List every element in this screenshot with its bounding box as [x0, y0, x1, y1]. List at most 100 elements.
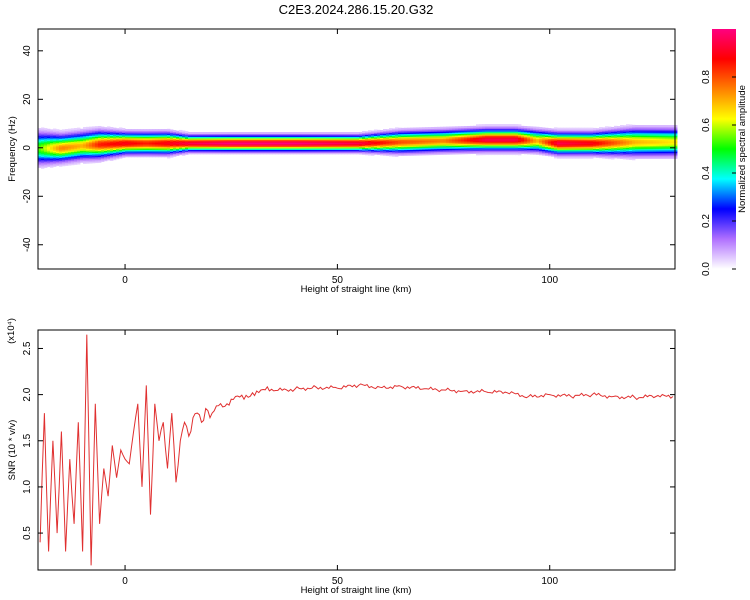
heatmap-cell	[62, 151, 66, 154]
heatmap-cell	[605, 148, 609, 151]
heatmap-cell	[536, 138, 540, 141]
heatmap-cell	[71, 141, 75, 144]
heatmap-cell	[41, 127, 45, 130]
heatmap-cell	[626, 147, 630, 150]
heatmap-cell	[512, 135, 516, 138]
heatmap-cell	[86, 128, 90, 131]
heatmap-cell	[506, 131, 510, 134]
heatmap-cell	[404, 145, 408, 148]
heatmap-cell	[605, 140, 609, 143]
heatmap-cell	[470, 131, 474, 134]
heatmap-cell	[500, 132, 504, 135]
heatmap-cell	[71, 145, 75, 148]
heatmap-cell	[59, 160, 63, 163]
heatmap-cell	[269, 133, 273, 136]
heatmap-cell	[518, 141, 522, 144]
heatmap-cell	[125, 153, 129, 156]
heatmap-cell	[668, 145, 672, 148]
heatmap-cell	[233, 146, 237, 149]
heatmap-cell	[179, 134, 183, 137]
heatmap-cell	[47, 130, 51, 133]
heatmap-cell	[278, 150, 282, 153]
heatmap-cell	[320, 142, 324, 145]
heatmap-cell	[209, 149, 213, 152]
heatmap-cell	[317, 150, 321, 153]
heatmap-cell	[512, 129, 516, 132]
heatmap-cell	[131, 139, 135, 142]
heatmap-cell	[584, 129, 588, 132]
heatmap-cell	[638, 155, 642, 158]
heatmap-cell	[590, 152, 594, 155]
heatmap-cell	[53, 143, 57, 146]
heatmap-cell	[56, 133, 60, 136]
heatmap-cell	[71, 157, 75, 160]
heatmap-cell	[77, 142, 81, 145]
heatmap-cell	[626, 154, 630, 157]
heatmap-cell	[251, 146, 255, 149]
heatmap-cell	[308, 148, 312, 150]
heatmap-cell	[140, 137, 144, 140]
heatmap-cell	[95, 134, 99, 137]
heatmap-cell	[389, 151, 393, 154]
heatmap-cell	[86, 160, 90, 163]
heatmap-cell	[377, 141, 381, 144]
heatmap-cell	[506, 144, 510, 147]
heatmap-cell	[662, 142, 666, 145]
heatmap-cell	[605, 139, 609, 142]
heatmap-cell	[68, 160, 72, 163]
heatmap-cell	[110, 156, 114, 159]
heatmap-cell	[413, 153, 417, 156]
heatmap-cell	[92, 136, 96, 139]
heatmap-cell	[497, 147, 501, 150]
heatmap-cell	[623, 134, 627, 137]
heatmap-cell	[122, 129, 126, 132]
heatmap-cell	[47, 160, 51, 163]
heatmap-cell	[167, 131, 171, 134]
heatmap-cell	[317, 132, 321, 134]
heatmap-cell	[425, 133, 429, 135]
heatmap-cell	[440, 126, 444, 129]
heatmap-cell	[221, 143, 225, 146]
heatmap-cell	[674, 136, 678, 139]
heatmap-cell	[116, 150, 120, 153]
heatmap-cell	[293, 140, 297, 143]
heatmap-cell	[650, 127, 654, 130]
heatmap-cell	[266, 143, 270, 146]
heatmap-cell	[59, 150, 63, 153]
heatmap-cell	[74, 146, 78, 149]
heatmap-cell	[260, 152, 264, 155]
heatmap-cell	[653, 157, 657, 159]
heatmap-cell	[257, 148, 261, 150]
heatmap-cell	[563, 142, 567, 145]
heatmap-cell	[275, 134, 279, 137]
heatmap-cell	[257, 145, 261, 148]
heatmap-cell	[155, 142, 159, 145]
heatmap-cell	[446, 144, 450, 146]
heatmap-cell	[437, 142, 441, 145]
heatmap-cell	[176, 152, 180, 155]
heatmap-cell	[62, 158, 66, 161]
heatmap-cell	[578, 145, 582, 148]
heatmap-cell	[422, 137, 426, 140]
heatmap-cell	[641, 157, 645, 159]
heatmap-cell	[515, 148, 519, 151]
heatmap-cell	[56, 139, 60, 142]
heatmap-cell	[296, 150, 300, 153]
heatmap-cell	[362, 135, 366, 138]
heatmap-cell	[575, 155, 579, 158]
heatmap-cell	[227, 143, 231, 146]
heatmap-cell	[596, 147, 600, 150]
heatmap-cell	[608, 126, 612, 129]
heatmap-cell	[281, 134, 285, 137]
heatmap-cell	[590, 143, 594, 146]
heatmap-cell	[608, 157, 612, 160]
heatmap-cell	[440, 151, 444, 154]
heatmap-cell	[443, 142, 447, 145]
heatmap-cell	[245, 136, 249, 139]
heatmap-cell	[644, 154, 648, 157]
heatmap-cell	[65, 162, 69, 165]
heatmap-cell	[416, 130, 420, 133]
heatmap-cell	[551, 131, 555, 134]
heatmap-cell	[104, 144, 108, 147]
heatmap-cell	[440, 145, 444, 148]
